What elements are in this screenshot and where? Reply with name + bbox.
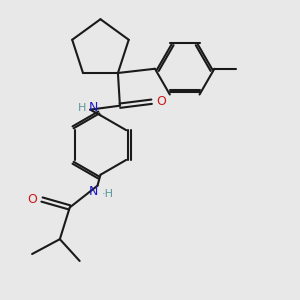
Text: O: O — [27, 193, 37, 206]
Text: N: N — [89, 185, 98, 198]
Text: ·H: ·H — [101, 189, 113, 199]
Text: O: O — [157, 95, 166, 108]
Text: N: N — [89, 101, 99, 114]
Text: H: H — [78, 103, 86, 113]
